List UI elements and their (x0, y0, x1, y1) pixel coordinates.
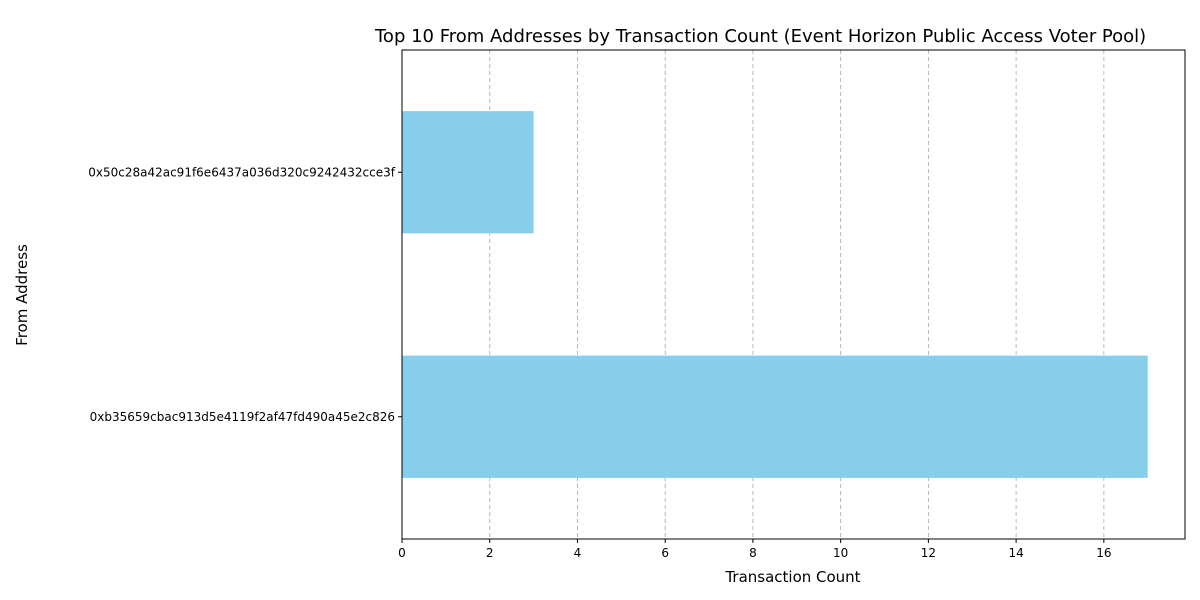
x-tick-label-8: 16 (1096, 546, 1111, 560)
chart-title: Top 10 From Addresses by Transaction Cou… (374, 26, 1146, 47)
x-tick-label-4: 8 (749, 546, 757, 560)
bars (402, 111, 1148, 478)
x-tick-label-0: 0 (398, 546, 406, 560)
x-tick-label-6: 12 (921, 546, 936, 560)
y-axis-label: From Address (13, 244, 31, 346)
x-tick-label-2: 4 (574, 546, 582, 560)
bar-0 (402, 355, 1148, 478)
y-axis-ticks: 0xb35659cbac913d5e4119f2af47fd490a45e2c8… (88, 165, 402, 424)
plot-frame (401, 49, 1186, 540)
x-axis-ticks: 0 2 4 6 8 10 12 14 16 (398, 539, 1111, 560)
x-tick-label-3: 6 (661, 546, 669, 560)
bar-1 (402, 111, 534, 234)
x-axis-label: Transaction Count (724, 568, 860, 586)
x-tick-label-5: 10 (833, 546, 848, 560)
x-tick-label-7: 14 (1008, 546, 1023, 560)
y-tick-label-0: 0xb35659cbac913d5e4119f2af47fd490a45e2c8… (90, 410, 395, 424)
x-tick-label-1: 2 (486, 546, 494, 560)
axes-frame (401, 49, 1186, 540)
y-tick-label-1: 0x50c28a42ac91f6e6437a036d320c9242432cce… (88, 165, 396, 179)
